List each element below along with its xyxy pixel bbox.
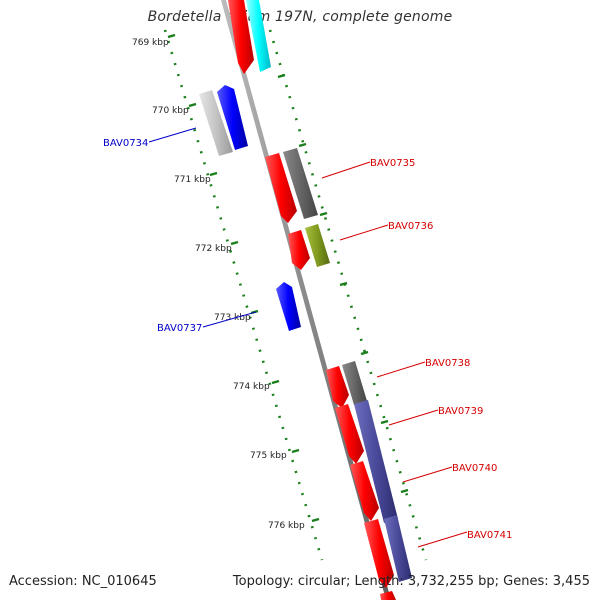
leader-line [202, 311, 257, 328]
scale-tick [360, 350, 369, 356]
ruler-line-left [163, 29, 324, 561]
gene-feature[interactable] [364, 519, 394, 588]
scale-label: 772 kbp [195, 244, 232, 254]
gene-feature[interactable] [380, 591, 396, 600]
gene-label-bav0739[interactable]: BAV0739 [438, 406, 483, 417]
gene-feature[interactable] [305, 224, 330, 267]
scale-tick [167, 33, 176, 39]
gene-label-bav0736[interactable]: BAV0736 [388, 221, 433, 232]
scale-tick [380, 419, 389, 425]
gene-feature[interactable] [384, 515, 412, 582]
gene-feature[interactable] [326, 366, 349, 408]
scale-tick [291, 448, 300, 454]
gene-label-bav0738[interactable]: BAV0738 [425, 358, 470, 369]
gene-label-bav0734[interactable]: BAV0734 [103, 138, 148, 149]
gene-feature[interactable] [276, 282, 301, 331]
scale-tick [311, 517, 320, 523]
scale-label: 776 kbp [268, 521, 305, 531]
gene-label-bav0735[interactable]: BAV0735 [370, 158, 415, 169]
scale-tick [339, 281, 348, 287]
leader-line [417, 531, 468, 548]
gene-feature[interactable] [246, 0, 271, 72]
scale-tick [209, 171, 218, 177]
scale-tick [188, 102, 197, 108]
scale-label: 769 kbp [132, 38, 169, 48]
scale-label: 773 kbp [214, 313, 251, 323]
gene-feature[interactable] [199, 90, 233, 156]
scale-tick [319, 211, 328, 217]
leader-line [388, 409, 439, 426]
gene-label-bav0740[interactable]: BAV0740 [452, 463, 497, 474]
scale-tick [271, 379, 280, 385]
gene-feature[interactable] [335, 404, 364, 464]
scale-labels: 769 kbp 770 kbp 771 kbp 772 kbp 773 kbp … [132, 38, 305, 531]
gene-feature[interactable] [350, 461, 379, 521]
scale-label: 770 kbp [152, 106, 189, 116]
gene-feature[interactable] [265, 153, 297, 223]
scale-ticks [167, 33, 320, 523]
scale-label: 775 kbp [250, 451, 287, 461]
scale-tick [400, 488, 409, 494]
gene-feature[interactable] [283, 148, 318, 219]
scale-tick [298, 142, 307, 148]
scale-tick [277, 73, 286, 79]
scale-tick [230, 240, 239, 246]
scale-ticks-right [277, 73, 409, 494]
label-leaders [148, 127, 468, 548]
reverse-strand-genes [199, 85, 301, 331]
gene-feature[interactable] [217, 85, 248, 150]
ruler-line-right [268, 29, 428, 561]
scale-label: 774 kbp [233, 382, 270, 392]
accession-text: Accession: NC_010645 [9, 574, 157, 589]
gene-feature[interactable] [354, 400, 398, 523]
gene-label-bav0737[interactable]: BAV0737 [157, 323, 202, 334]
leader-line [148, 127, 197, 143]
genome-summary-text: Topology: circular; Length: 3,732,255 bp… [232, 574, 590, 589]
leader-line [376, 361, 426, 378]
gene-labels: BAV0734 BAV0735 BAV0736 BAV0737 BAV0738 … [103, 138, 512, 541]
gene-label-bav0741[interactable]: BAV0741 [467, 530, 512, 541]
scale-label: 771 kbp [174, 175, 211, 185]
gene-feature[interactable] [342, 361, 367, 405]
leader-line [339, 224, 389, 241]
forward-strand-genes [228, 0, 412, 600]
map-title: Bordetella avium 197N, complete genome [147, 9, 453, 25]
gene-feature[interactable] [288, 230, 310, 270]
leader-line [321, 161, 371, 179]
leader-line [402, 466, 453, 483]
gene-feature[interactable] [228, 0, 254, 74]
